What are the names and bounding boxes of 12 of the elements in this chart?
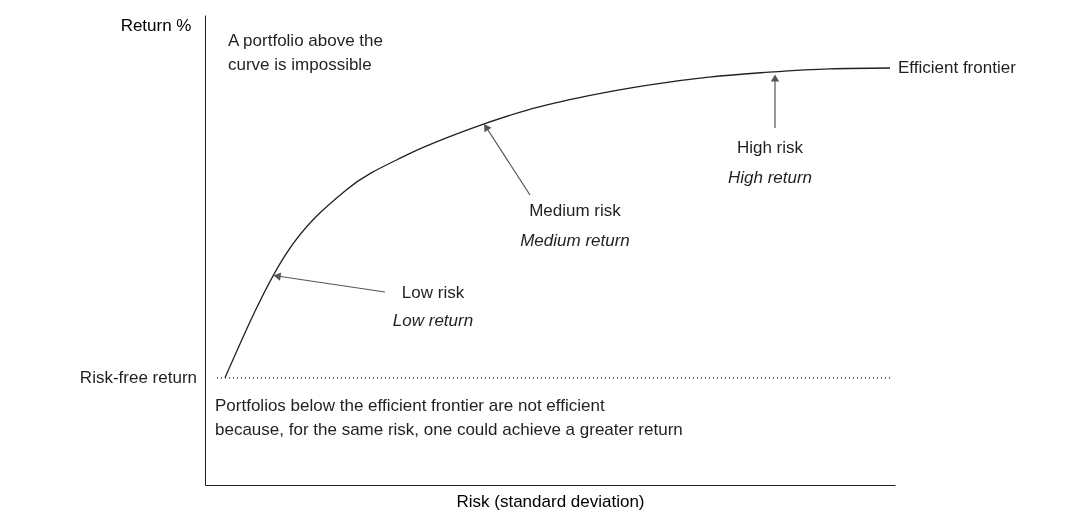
y-axis-title: Return % (120, 15, 192, 35)
annotation: A portfolio above the curve is impossible (228, 31, 384, 74)
annotation: Medium risk (529, 201, 622, 220)
annotation: High risk (736, 138, 804, 157)
series-label: Efficient frontier (898, 58, 1017, 77)
x-axis-title: Risk (standard deviation) (456, 491, 645, 511)
annotation: Portfolios below the efficient frontier are not efficient because, for the same risk, one could achieve a greater return (215, 396, 683, 439)
ref-line-label: Risk-free return (79, 367, 197, 387)
annotation: High return (727, 168, 813, 187)
annotation: Low return (392, 311, 474, 330)
annotation: Low risk (401, 283, 465, 302)
annotation: Medium return (520, 231, 630, 250)
